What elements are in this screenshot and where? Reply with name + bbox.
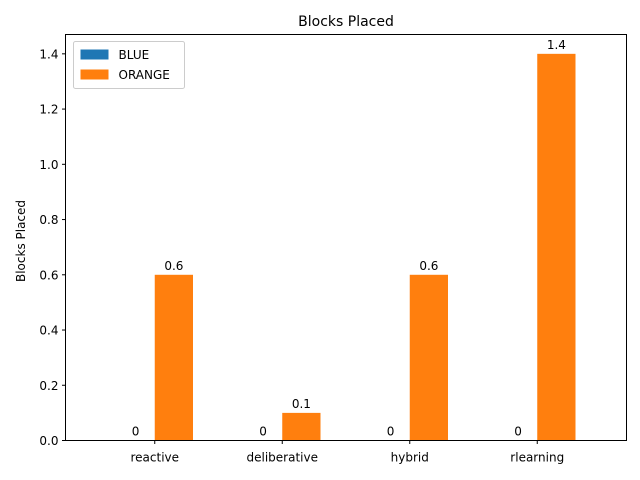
y-tick-label: 1.4 [39,47,58,61]
data-label-orange-deliberative: 0.1 [292,397,311,411]
y-tick-label: 1.0 [39,158,58,172]
x-tick-label-reactive: reactive [130,451,179,465]
y-tick-label: 0.2 [39,379,58,393]
y-tick-label: 0.8 [39,213,58,227]
y-tick-label: 0.6 [39,268,58,282]
bar-orange-hybrid [409,274,448,441]
bar-orange-reactive [154,274,193,441]
x-axis: reactive deliberative hybrid rlearning [130,440,564,465]
y-axis-label: Blocks Placed [14,200,28,282]
data-label-blue-hybrid: 0 [387,425,395,439]
bar-orange-rlearning [537,53,576,441]
data-label-orange-rlearning: 1.4 [547,38,566,52]
legend-swatch-blue [80,49,109,60]
x-tick-label-rlearning: rlearning [510,451,564,465]
y-tick-label: 1.2 [39,103,58,117]
bar-orange-deliberative [282,412,321,441]
data-label-blue-reactive: 0 [132,425,140,439]
chart-title: Blocks Placed [298,14,394,30]
data-labels-group: 0 0 0 0 0.6 0.1 0.6 1.4 [132,38,566,439]
x-tick-label-deliberative: deliberative [247,451,318,465]
legend-swatch-orange [80,69,109,80]
y-tick-label: 0.0 [39,434,58,448]
data-label-orange-hybrid: 0.6 [419,259,438,273]
bars-group [154,53,576,441]
data-label-blue-deliberative: 0 [259,425,267,439]
x-tick-label-hybrid: hybrid [391,451,429,465]
y-axis: 0.0 0.2 0.4 0.6 0.8 1.0 1.2 1.4 [39,47,66,448]
legend: BLUE ORANGE [73,41,185,89]
y-tick-label: 0.4 [39,324,58,338]
data-label-orange-reactive: 0.6 [164,259,183,273]
data-label-blue-rlearning: 0 [514,425,522,439]
legend-label-blue: BLUE [119,48,150,62]
plot-frame [65,34,627,441]
legend-label-orange: ORANGE [119,68,170,82]
